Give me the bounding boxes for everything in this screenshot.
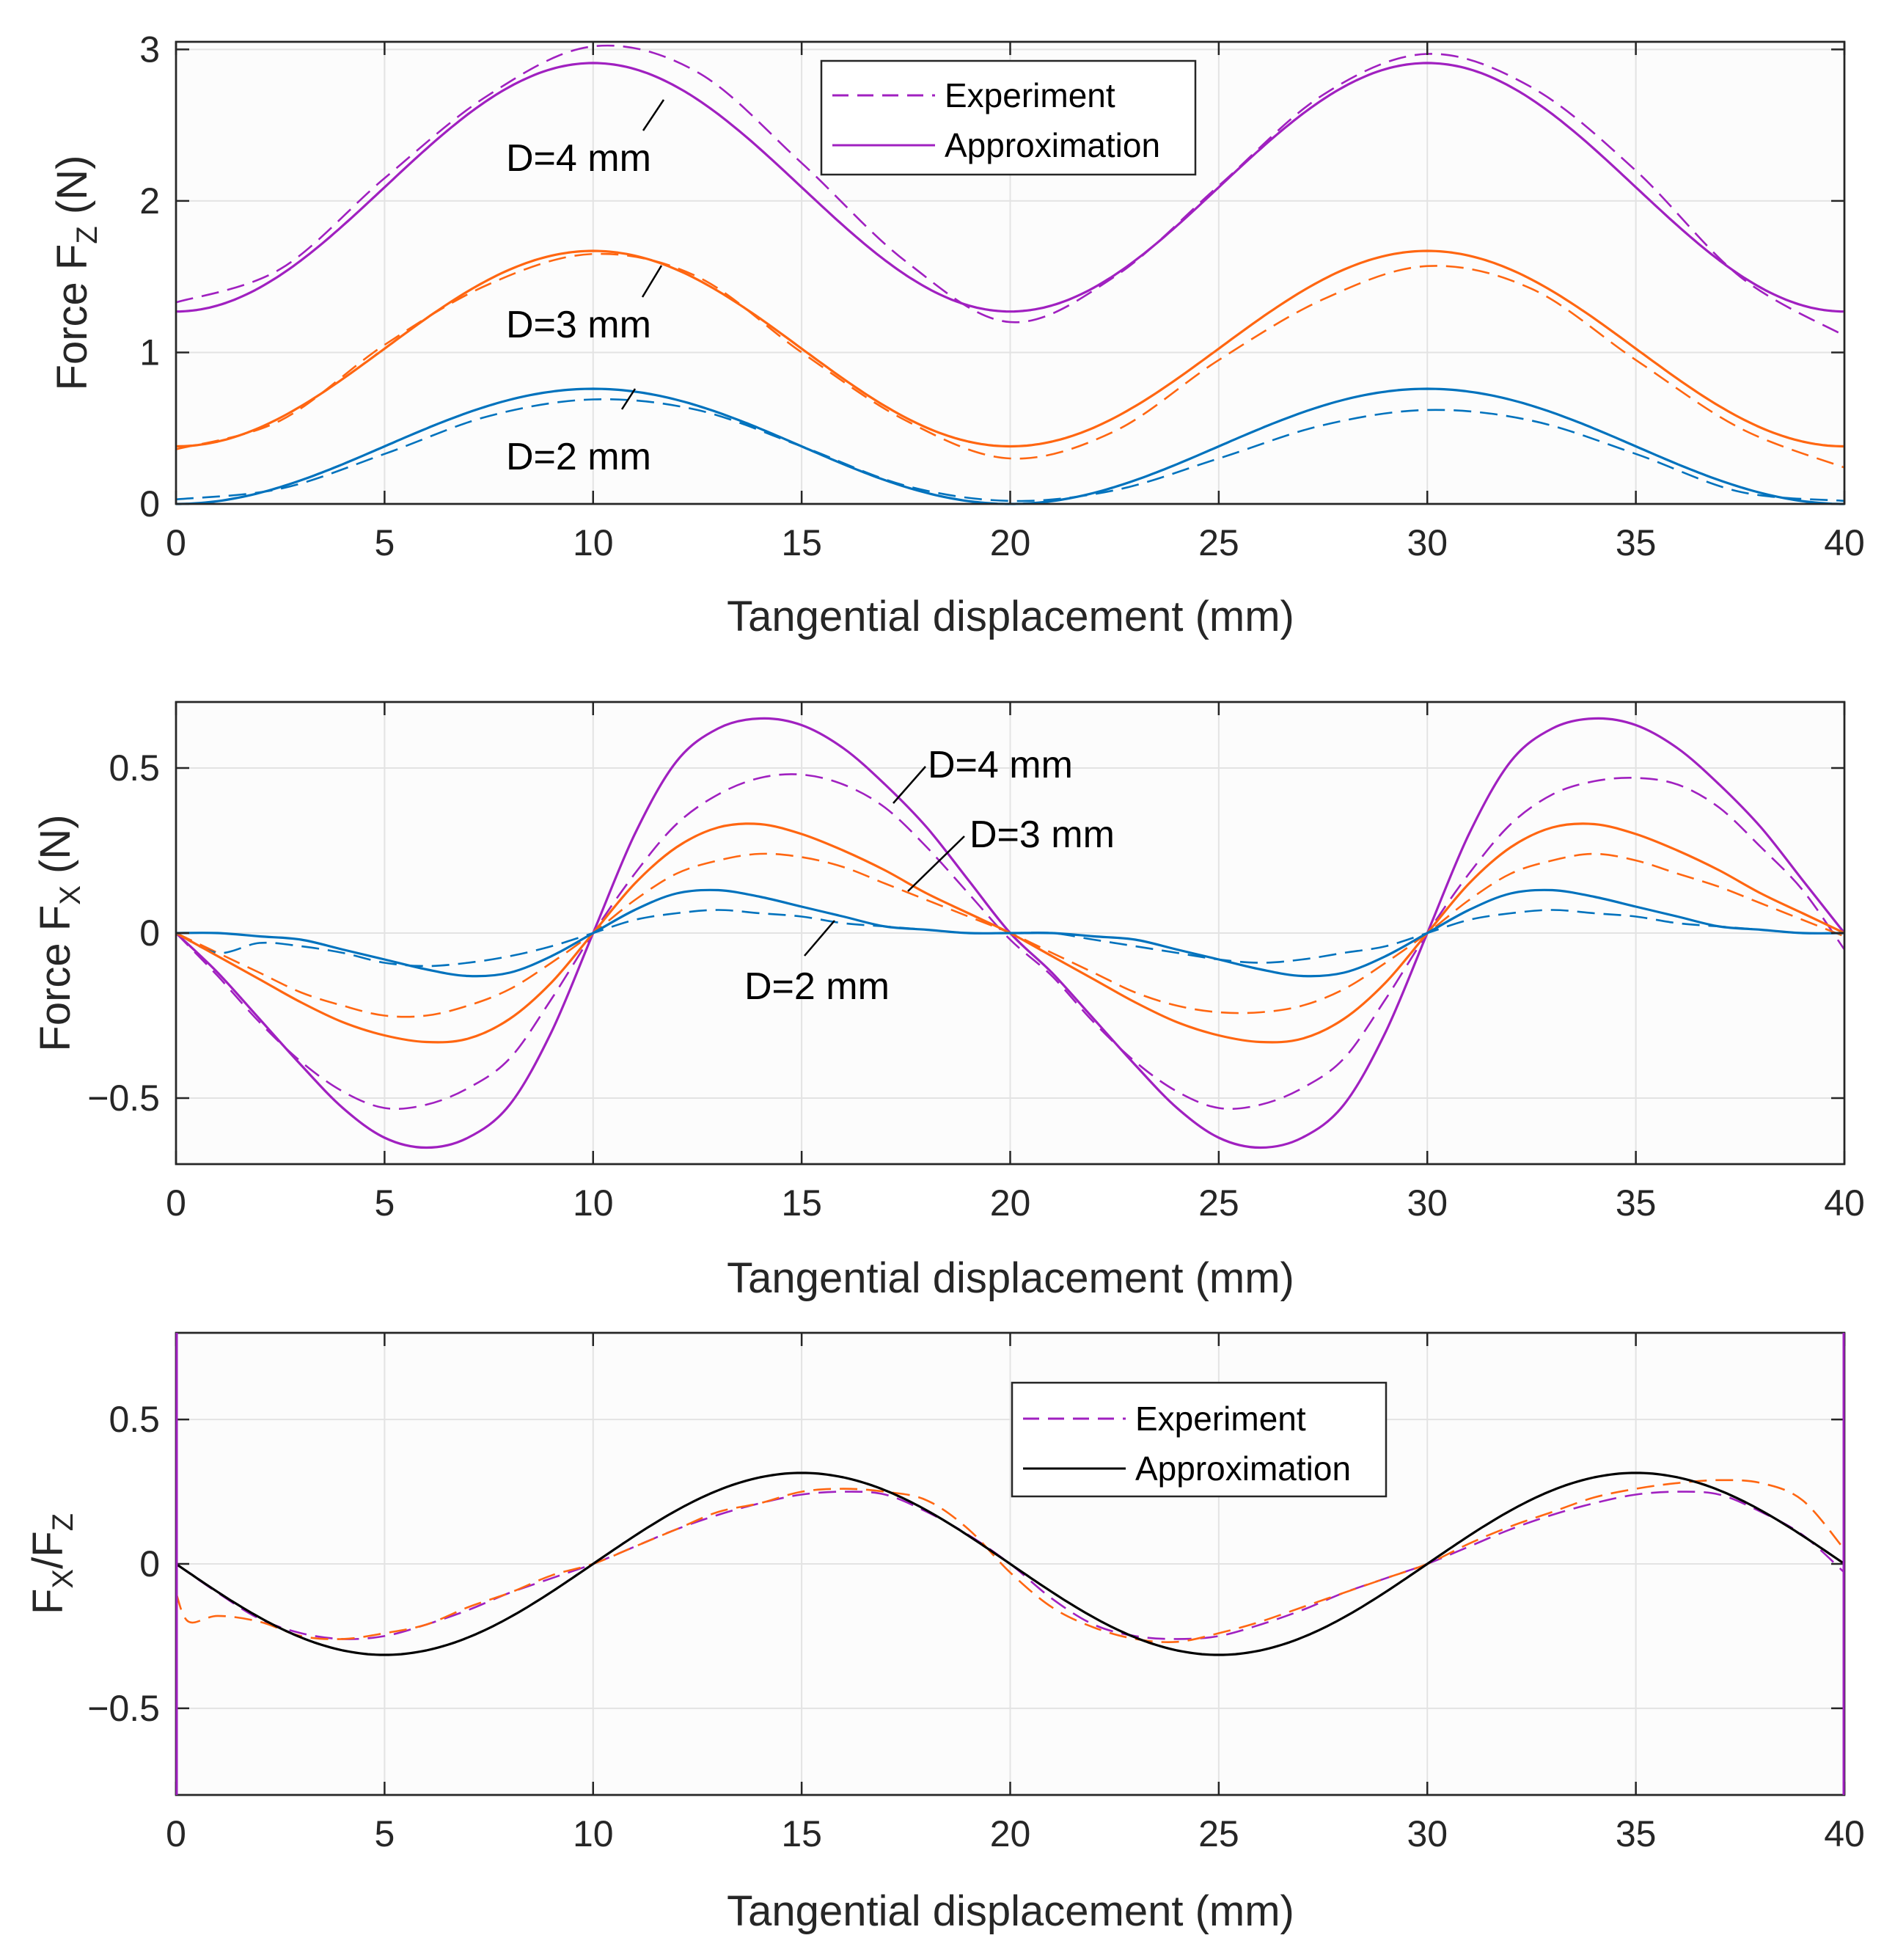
series-approximation-ratio bbox=[175, 1471, 1845, 1656]
x-tick-label: 25 bbox=[1198, 1813, 1239, 1854]
x-tick-label: 10 bbox=[573, 1182, 614, 1224]
x-tick-label: 25 bbox=[1198, 1182, 1239, 1224]
y-tick-label: −0.5 bbox=[87, 1688, 160, 1729]
y-tick-label: 0.5 bbox=[109, 747, 160, 789]
x-tick-label: 15 bbox=[781, 522, 822, 563]
x-tick-label: 0 bbox=[166, 522, 186, 563]
x-tick-label: 40 bbox=[1824, 1813, 1865, 1854]
legend-label-approximation-ratio: Approximation bbox=[1135, 1449, 1351, 1488]
y-tick-label: 0.5 bbox=[109, 1399, 160, 1440]
legend-label-experiment-fz: Experiment bbox=[945, 76, 1115, 114]
legend-fz: Experiment Approximation bbox=[820, 59, 1197, 176]
y-tick-label: 1 bbox=[139, 332, 160, 373]
annotation-d4-fz: D=4 mm bbox=[506, 137, 651, 180]
panel-fx-over-fz: 0 5 10 15 20 25 30 35 40 −0.5 0 0.5 Tangential disp… bbox=[24, 1331, 1865, 1935]
y-tick-label: 2 bbox=[139, 180, 160, 222]
series-d-4-mm-approximation-fz bbox=[175, 62, 1845, 313]
x-tick-label: 5 bbox=[374, 1182, 395, 1224]
x-tick-label: 5 bbox=[374, 522, 395, 563]
legend-ratio: Experiment Approximation bbox=[1011, 1381, 1388, 1498]
x-tick-label: 30 bbox=[1407, 522, 1448, 563]
y-axis-label-fx: Force FX (N) bbox=[32, 814, 87, 1051]
x-tick-label: 10 bbox=[573, 522, 614, 563]
series-fx bbox=[175, 717, 1846, 1149]
x-tick-label: 35 bbox=[1616, 522, 1657, 563]
x-tick-label: 25 bbox=[1198, 522, 1239, 563]
x-tick-label: 20 bbox=[990, 1813, 1031, 1854]
x-tick-label: 10 bbox=[573, 1813, 614, 1854]
series-d-3-mm-approximation-fz bbox=[175, 249, 1845, 448]
x-tick-label: 15 bbox=[781, 1182, 822, 1224]
y-axis-label-ratio: FX/FZ bbox=[24, 1513, 79, 1615]
y-tick-label: −0.5 bbox=[87, 1078, 160, 1119]
y-tick-label: 0 bbox=[139, 483, 160, 524]
x-tick-label: 30 bbox=[1407, 1182, 1448, 1224]
x-tick-label: 20 bbox=[990, 1182, 1031, 1224]
legend-label-experiment-ratio: Experiment bbox=[1135, 1400, 1306, 1438]
x-axis-label-ratio: Tangential displacement (mm) bbox=[727, 1887, 1294, 1935]
y-tick-label: 0 bbox=[139, 1543, 160, 1584]
annotation-d2-fz: D=2 mm bbox=[506, 436, 651, 478]
series-d-3-mm-experiment-fz bbox=[175, 252, 1845, 469]
series-d-4-mm-experiment-fx bbox=[175, 773, 1846, 1110]
x-tick-label: 40 bbox=[1824, 1182, 1865, 1224]
y-tick-label: 0 bbox=[139, 913, 160, 954]
series-d-4-mm-experiment-fz bbox=[175, 44, 1845, 337]
x-tick-label: 15 bbox=[781, 1813, 822, 1854]
ticks-fx: 0 5 10 15 20 25 30 35 40 −0.5 0 0.5 bbox=[87, 702, 1865, 1224]
panel-force-fx: 0 5 10 15 20 25 30 35 40 −0.5 0 0.5 Tangential disp… bbox=[32, 701, 1865, 1302]
series-ratio bbox=[175, 1471, 1845, 1656]
series-d-2-mm-experiment-fz bbox=[175, 398, 1845, 502]
series-d-2-mm-approximation-fx bbox=[175, 888, 1845, 978]
legend-label-approximation-fz: Approximation bbox=[945, 126, 1160, 164]
y-axis-label-fz: Force FZ (N) bbox=[48, 156, 103, 391]
annotation-d2-fx: D=2 mm bbox=[744, 965, 890, 1008]
x-axis-label-fz: Tangential displacement (mm) bbox=[727, 593, 1294, 640]
x-tick-label: 35 bbox=[1616, 1813, 1657, 1854]
x-tick-label: 20 bbox=[990, 522, 1031, 563]
x-tick-label: 30 bbox=[1407, 1813, 1448, 1854]
annotation-d4-fx: D=4 mm bbox=[928, 744, 1073, 786]
series-experiment-d-4-ratio bbox=[175, 1491, 1845, 1640]
series-experiment-d-3-ratio bbox=[175, 1479, 1845, 1644]
annotation-d3-fx: D=3 mm bbox=[970, 813, 1115, 856]
x-tick-label: 35 bbox=[1616, 1182, 1657, 1224]
x-tick-label: 0 bbox=[166, 1813, 186, 1854]
x-tick-label: 40 bbox=[1824, 522, 1865, 563]
ticks-ratio: 0 5 10 15 20 25 30 35 40 −0.5 0 0.5 bbox=[87, 1333, 1865, 1854]
x-tick-label: 5 bbox=[374, 1813, 395, 1854]
panel-force-fz: 0 5 10 15 20 25 30 35 40 0 1 2 3 Tangential displace… bbox=[48, 29, 1865, 640]
x-axis-label-fx: Tangential displacement (mm) bbox=[727, 1254, 1294, 1302]
x-tick-label: 0 bbox=[166, 1182, 186, 1224]
annotation-d3-fz: D=3 mm bbox=[506, 304, 651, 346]
y-tick-label: 3 bbox=[139, 29, 160, 70]
